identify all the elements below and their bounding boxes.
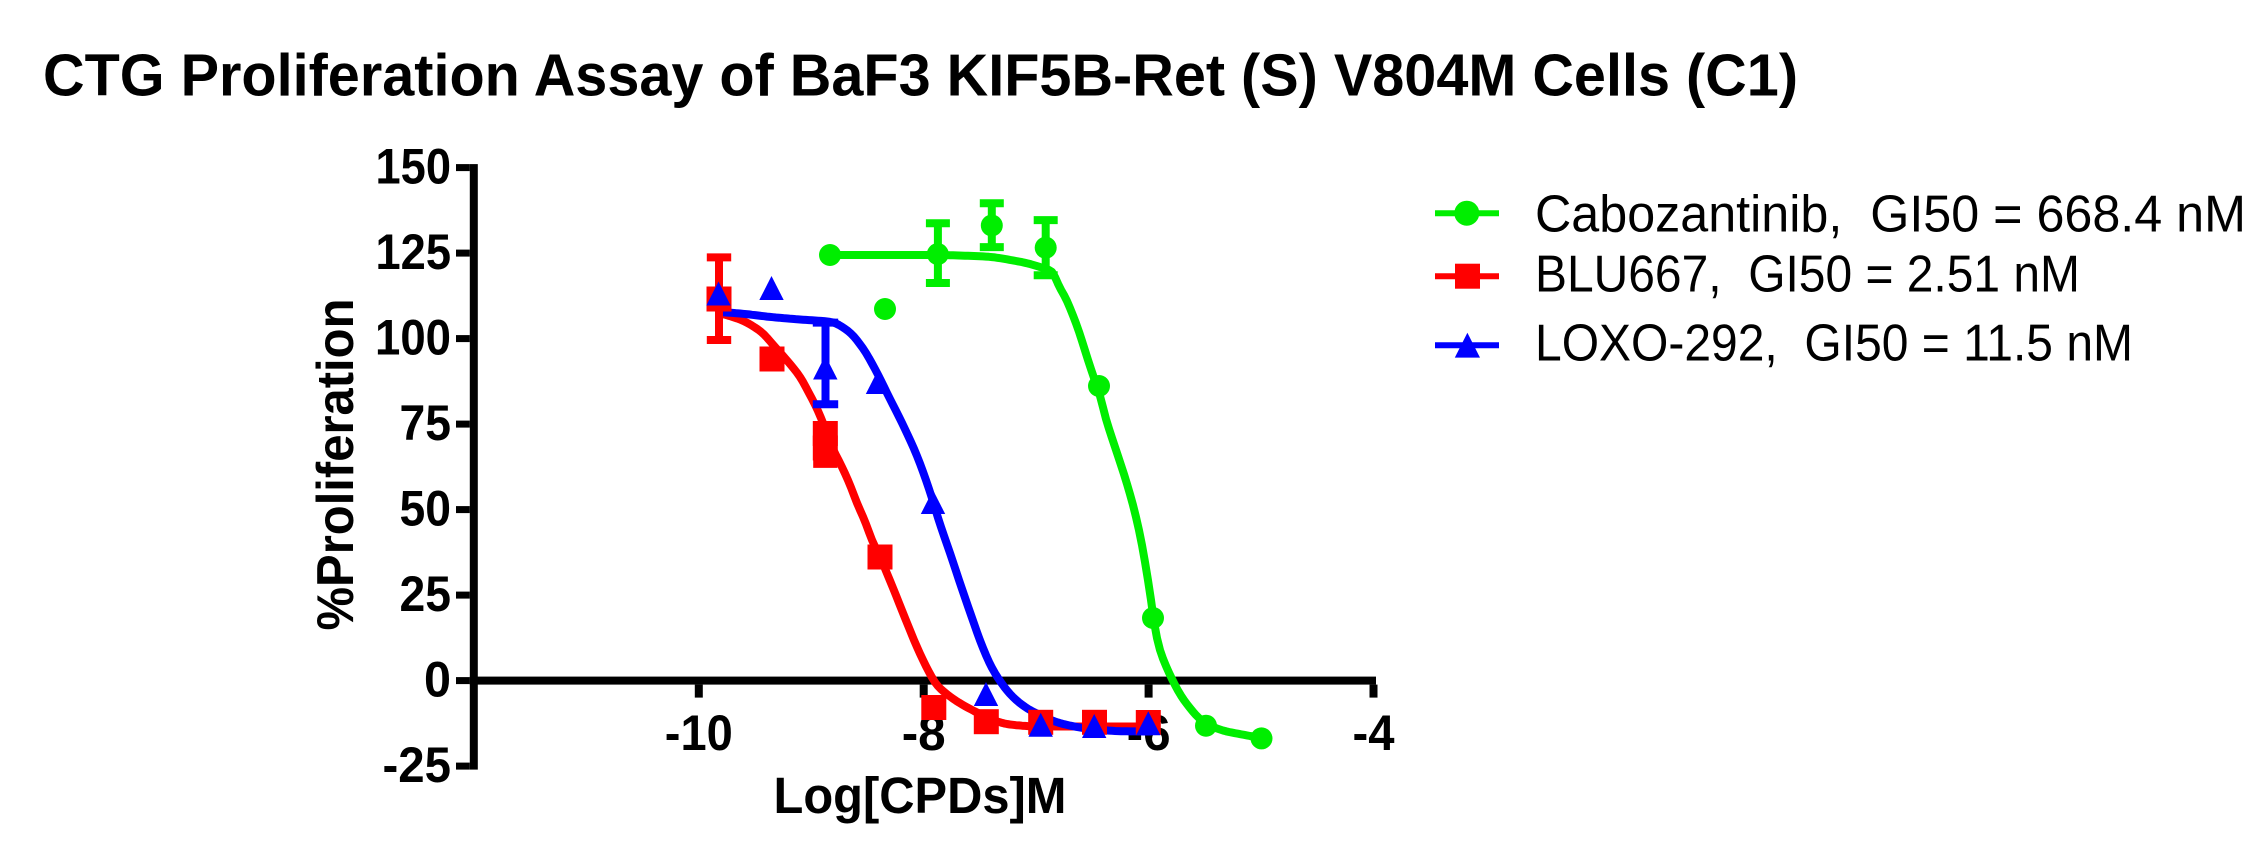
svg-text:100: 100 [375,309,451,365]
svg-text:125: 125 [376,224,452,280]
svg-text:CTG Proliferation Assay of BaF: CTG Proliferation Assay of BaF3 KIF5B-Re… [43,43,1798,109]
svg-text:Cabozantinib, GI50 = 668.4 nM: Cabozantinib, GI50 = 668.4 nM [1535,186,2246,244]
svg-text:-25: -25 [383,737,452,793]
svg-text:25: 25 [400,566,452,622]
svg-text:BLU667, GI50 = 2.51 nM: BLU667, GI50 = 2.51 nM [1535,246,2080,304]
svg-text:%Proliferation: %Proliferation [307,299,365,631]
svg-text:Log[CPDs]M: Log[CPDs]M [774,767,1067,824]
svg-text:-4: -4 [1353,705,1395,761]
svg-text:-10: -10 [665,705,733,761]
svg-text:50: 50 [400,480,452,536]
svg-text:150: 150 [376,138,452,194]
svg-text:0: 0 [424,651,451,707]
svg-text:LOXO-292, GI50 = 11.5 nM: LOXO-292, GI50 = 11.5 nM [1535,315,2133,373]
svg-text:75: 75 [400,395,452,451]
